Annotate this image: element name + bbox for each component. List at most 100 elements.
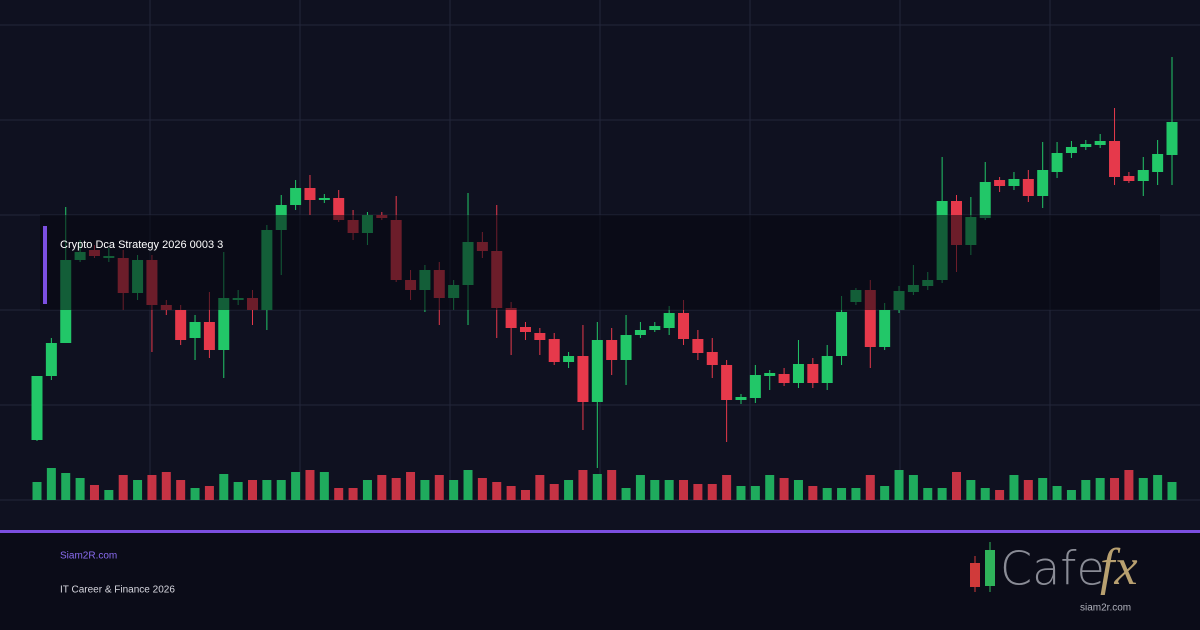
volume-bar bbox=[248, 480, 258, 500]
volume-bar bbox=[880, 486, 890, 500]
candle-body bbox=[879, 310, 891, 347]
volume-bar bbox=[75, 478, 85, 500]
candle-body bbox=[333, 198, 345, 220]
volume-bar bbox=[707, 484, 717, 500]
volume-bar bbox=[779, 478, 789, 500]
candle-body bbox=[792, 364, 804, 383]
volume-bar bbox=[406, 472, 416, 500]
volume-bar bbox=[362, 480, 372, 500]
volume-bar bbox=[664, 480, 674, 500]
volume-bar bbox=[219, 474, 229, 500]
overlay-title: Crypto Dca Strategy 2026 0003 3 bbox=[60, 239, 223, 251]
volume-bar bbox=[578, 470, 588, 500]
candle-body bbox=[31, 376, 43, 440]
volume-bar bbox=[951, 472, 961, 500]
candle-body bbox=[663, 313, 675, 328]
volume-bar bbox=[607, 470, 617, 500]
volume-bar bbox=[147, 475, 157, 500]
volume-bar bbox=[434, 475, 444, 500]
volume-bar bbox=[808, 486, 818, 500]
candle-body bbox=[864, 290, 876, 347]
volume-bar bbox=[391, 478, 401, 500]
volume-bar bbox=[506, 486, 516, 500]
volume-bar bbox=[750, 486, 760, 500]
volume-bar bbox=[592, 474, 602, 500]
candle-body bbox=[821, 356, 833, 383]
candle-body bbox=[606, 340, 618, 360]
candle-body bbox=[692, 339, 704, 353]
volume-bar bbox=[980, 488, 990, 500]
candle-body bbox=[634, 330, 646, 335]
candle-body bbox=[749, 375, 761, 398]
candle-body bbox=[1037, 170, 1049, 196]
volume-bar bbox=[492, 482, 502, 500]
volume-bar bbox=[262, 480, 272, 500]
candle-body bbox=[678, 313, 690, 339]
volume-bar bbox=[650, 480, 660, 500]
volume-bar bbox=[1038, 478, 1048, 500]
volume-bar bbox=[190, 488, 200, 500]
candle-body bbox=[218, 298, 230, 350]
volume-bar bbox=[894, 470, 904, 500]
volume-bar bbox=[104, 490, 114, 500]
candle-body bbox=[290, 188, 302, 205]
footer-tagline: IT Career & Finance 2026 bbox=[60, 585, 175, 596]
volume-bar bbox=[46, 468, 56, 500]
logo-url: siam2r.com bbox=[1080, 603, 1131, 614]
candle-body bbox=[563, 356, 575, 362]
volume-bar bbox=[564, 480, 574, 500]
volume-bar bbox=[635, 475, 645, 500]
volume-bar bbox=[233, 482, 243, 500]
candle-body bbox=[175, 310, 187, 340]
candle-body bbox=[45, 343, 57, 376]
candle-body bbox=[706, 352, 718, 365]
volume-bar bbox=[520, 490, 530, 500]
candle-body bbox=[764, 373, 776, 376]
candle-body bbox=[519, 327, 531, 332]
volume-bar bbox=[1110, 478, 1120, 500]
candle-body bbox=[735, 397, 747, 400]
candle-body bbox=[591, 340, 603, 402]
logo-icon bbox=[970, 542, 995, 592]
volume-bar bbox=[1009, 475, 1019, 500]
candle-body bbox=[721, 365, 733, 400]
volume-bar bbox=[1138, 478, 1148, 500]
candle-body bbox=[1123, 176, 1135, 181]
candle-body bbox=[203, 322, 215, 350]
volume-bar bbox=[865, 475, 875, 500]
volume-bar bbox=[420, 480, 430, 500]
volume-bar bbox=[549, 484, 559, 500]
candle-body bbox=[1051, 153, 1063, 172]
candle-body bbox=[189, 322, 201, 338]
candle-body bbox=[1137, 170, 1149, 181]
volume-bar bbox=[822, 488, 832, 500]
volume-bar bbox=[722, 475, 732, 500]
volume-bar bbox=[1095, 478, 1105, 500]
volume-bar bbox=[793, 480, 803, 500]
volume-bar bbox=[334, 488, 344, 500]
title-accent bbox=[43, 226, 47, 304]
candle-body bbox=[836, 312, 848, 356]
volume-bar bbox=[204, 486, 214, 500]
candle-body bbox=[807, 364, 819, 383]
candle-body bbox=[649, 326, 661, 330]
volume-bar bbox=[89, 485, 99, 500]
volume-bar bbox=[319, 472, 329, 500]
volume-bar bbox=[851, 488, 861, 500]
volume-bar bbox=[837, 488, 847, 500]
candle-body bbox=[505, 308, 517, 328]
candle-body bbox=[1109, 141, 1121, 177]
volume-bar bbox=[305, 470, 315, 500]
volume-bar bbox=[937, 488, 947, 500]
volume-bar bbox=[291, 472, 301, 500]
volume-bar bbox=[736, 486, 746, 500]
candle-body bbox=[1152, 154, 1164, 172]
volume-bar bbox=[348, 488, 358, 500]
volume-bar bbox=[621, 488, 631, 500]
volume-bar bbox=[995, 490, 1005, 500]
logo-accent: fx bbox=[1100, 539, 1138, 596]
candle-body bbox=[1065, 147, 1077, 153]
volume-bar bbox=[463, 470, 473, 500]
volume-bar bbox=[1153, 475, 1163, 500]
candle-body bbox=[1080, 144, 1092, 147]
